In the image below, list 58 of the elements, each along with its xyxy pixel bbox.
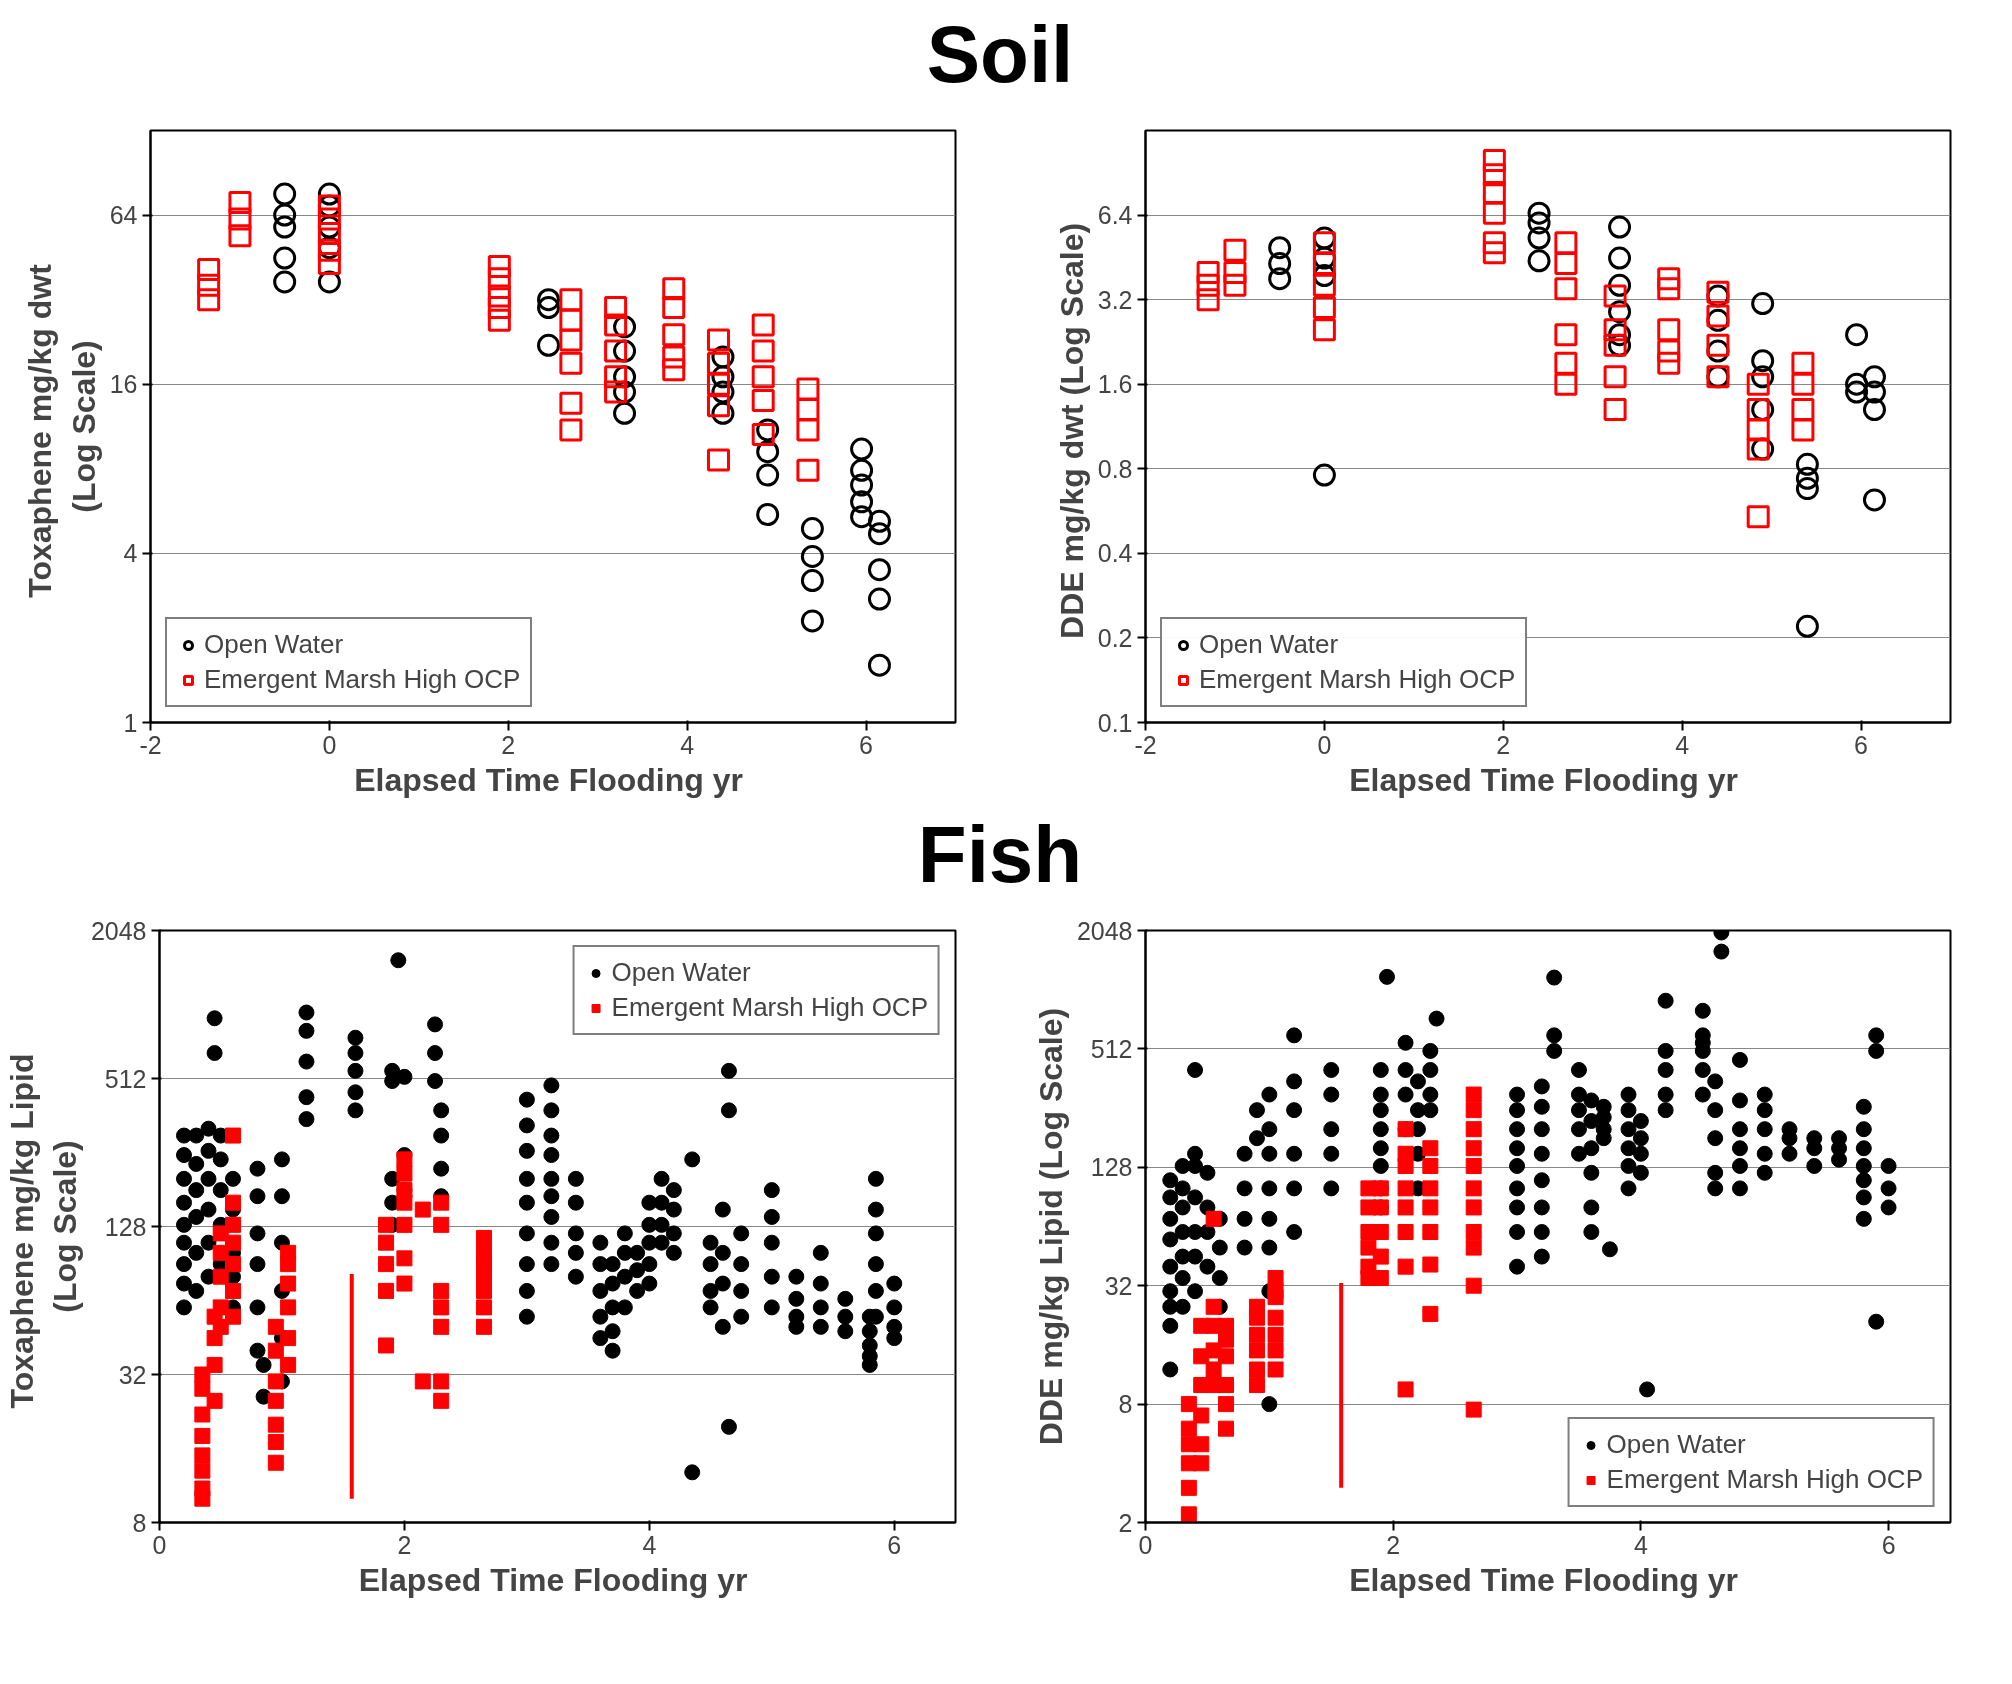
chart-title: Fish bbox=[917, 809, 1083, 901]
y-axis-title: DDE mg/kg Lipid (Log Scale) bbox=[1032, 1007, 1069, 1446]
y-tick-label: 6.4 bbox=[1097, 201, 1133, 230]
y-tick-label: 1 bbox=[123, 708, 138, 737]
x-tick-label: 0 bbox=[1138, 1530, 1153, 1559]
y-tick-label: 16 bbox=[109, 370, 138, 399]
x-axis-title: Elapsed Time Flooding yr bbox=[358, 1561, 748, 1598]
x-tick-label: -2 bbox=[139, 730, 162, 759]
y-tick-label: 2048 bbox=[90, 916, 147, 945]
x-tick-label: 6 bbox=[1854, 730, 1869, 759]
y-tick-label: 0.4 bbox=[1097, 539, 1133, 568]
legend-label: Open Water bbox=[204, 629, 344, 660]
y-tick-label: 8 bbox=[1118, 1390, 1133, 1419]
y-tick-label: 128 bbox=[104, 1212, 147, 1241]
x-tick-label: 0 bbox=[152, 1530, 167, 1559]
legend-label: Emergent Marsh High OCP bbox=[1199, 664, 1516, 695]
x-tick-label: 2 bbox=[1496, 730, 1511, 759]
y-tick-label: 0.1 bbox=[1097, 708, 1133, 737]
x-tick-label: 0 bbox=[322, 730, 337, 759]
y-axis-title: DDE mg/kg dwt (Log Scale) bbox=[1053, 222, 1090, 639]
legend-label: Emergent Marsh High OCP bbox=[1606, 1464, 1923, 1495]
y-tick-label: 8 bbox=[132, 1508, 147, 1537]
x-tick-label: 6 bbox=[859, 730, 874, 759]
x-tick-label: 4 bbox=[642, 1530, 657, 1559]
x-tick-label: 4 bbox=[1675, 730, 1690, 759]
x-tick-label: 6 bbox=[887, 1530, 902, 1559]
legend-label: Open Water bbox=[611, 957, 751, 988]
x-tick-label: 4 bbox=[1633, 1530, 1648, 1559]
x-tick-label: 4 bbox=[680, 730, 695, 759]
x-axis-title: Elapsed Time Flooding yr bbox=[354, 761, 743, 798]
y-tick-label: 128 bbox=[1090, 1153, 1133, 1182]
y-tick-label: 2 bbox=[1118, 1508, 1133, 1537]
y-tick-label: 512 bbox=[104, 1064, 147, 1093]
y-tick-label: 2048 bbox=[1076, 916, 1133, 945]
legend-label: Open Water bbox=[1606, 1429, 1746, 1460]
x-axis-title: Elapsed Time Flooding yr bbox=[1349, 1561, 1738, 1598]
x-tick-label: -2 bbox=[1134, 730, 1157, 759]
y-tick-label: 0.2 bbox=[1097, 623, 1133, 652]
y-tick-label: 64 bbox=[109, 201, 138, 230]
y-tick-label: 512 bbox=[1090, 1034, 1133, 1063]
legend-label: Emergent Marsh High OCP bbox=[611, 992, 928, 1023]
x-tick-label: 6 bbox=[1881, 1530, 1896, 1559]
y-tick-label: 4 bbox=[123, 539, 138, 568]
y-tick-label: 32 bbox=[118, 1360, 147, 1389]
y-tick-label: 0.8 bbox=[1097, 454, 1133, 483]
y-axis-title: Toxaphene mg/kg dwt (Log Scale) bbox=[22, 263, 102, 598]
x-tick-label: 2 bbox=[397, 1530, 412, 1559]
x-tick-label: 0 bbox=[1317, 730, 1332, 759]
chart-title: Soil bbox=[926, 9, 1074, 101]
legend-label: Emergent Marsh High OCP bbox=[204, 664, 521, 695]
x-axis-title: Elapsed Time Flooding yr bbox=[1349, 761, 1738, 798]
y-tick-label: 3.2 bbox=[1097, 285, 1133, 314]
y-axis-title: Toxaphene mg/kg Lipid (Log Scale) bbox=[3, 1053, 83, 1409]
y-tick-label: 32 bbox=[1104, 1271, 1133, 1300]
x-tick-label: 2 bbox=[1386, 1530, 1401, 1559]
y-tick-label: 1.6 bbox=[1097, 370, 1133, 399]
legend-label: Open Water bbox=[1199, 629, 1339, 660]
x-tick-label: 2 bbox=[501, 730, 516, 759]
